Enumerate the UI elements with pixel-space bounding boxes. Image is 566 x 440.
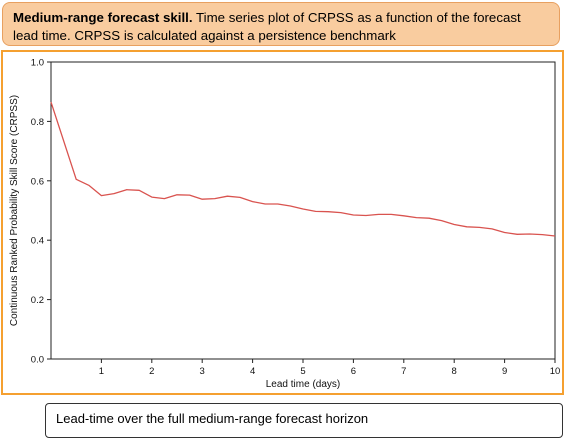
x-tick-label: 7 xyxy=(401,366,406,377)
x-tick-label: 4 xyxy=(250,366,255,377)
crpss-series-line xyxy=(50,101,556,237)
plot-area xyxy=(50,61,556,360)
y-tick-label: 1.0 xyxy=(31,58,44,69)
y-tick-label: 0.2 xyxy=(31,295,44,306)
x-tick-label: 9 xyxy=(502,366,507,377)
y-tick-label: 0.4 xyxy=(31,236,44,247)
crpss-line-chart: 0.0 0.2 0.4 0.6 0.8 1.0 1 2 3 4 5 6 7 8 9 10 Lead time (… xyxy=(9,58,561,391)
figure-header: Medium-range forecast skill. Time series… xyxy=(2,2,560,46)
x-tick-label: 8 xyxy=(452,366,457,377)
x-tick-label: 5 xyxy=(300,366,305,377)
figure-title-bold: Medium-range forecast skill. xyxy=(13,10,193,25)
y-tick-label: 0.8 xyxy=(31,117,44,128)
figure-title-description: Time series plot of CRPSS as a function … xyxy=(13,10,521,43)
x-tick-label: 6 xyxy=(351,366,356,377)
y-tick-label: 0.6 xyxy=(31,176,44,187)
x-tick-label: 10 xyxy=(550,366,561,377)
x-tick-label: 1 xyxy=(99,366,104,377)
y-tick-label: 0.0 xyxy=(31,355,44,366)
y-axis-label: Continuous Ranked Probability Skill Scor… xyxy=(9,95,20,326)
x-axis-label: Lead time (days) xyxy=(266,379,340,390)
x-tick-label: 3 xyxy=(200,366,205,377)
caption-box: Lead-time over the full medium-range for… xyxy=(45,403,563,438)
chart-frame: 0.0 0.2 0.4 0.6 0.8 1.0 1 2 3 4 5 6 7 8 9 10 Lead time (… xyxy=(1,50,564,395)
caption-text: Lead-time over the full medium-range for… xyxy=(56,411,369,426)
x-tick-label: 2 xyxy=(149,366,154,377)
